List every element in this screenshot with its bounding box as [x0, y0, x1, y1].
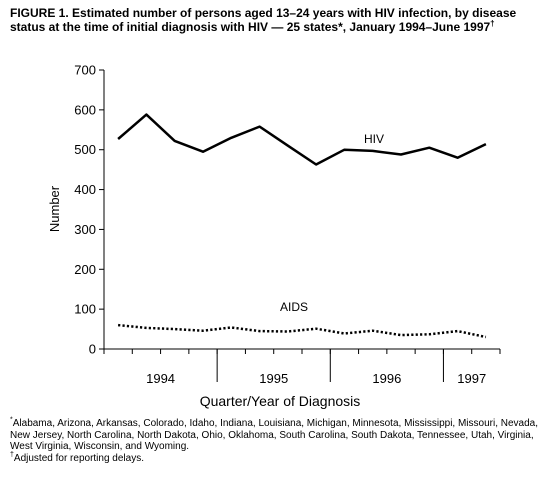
footnote-adjustment: †Adjusted for reporting delays.: [10, 451, 550, 465]
y-tick-label: 200: [74, 262, 96, 277]
hiv-series-line: [117, 113, 487, 166]
y-tick-label: 700: [74, 63, 96, 78]
figure-title-dagger: †: [490, 19, 495, 28]
x-year-label: 1995: [259, 371, 288, 386]
aids-series-line: [117, 323, 487, 339]
series-lines: HIV AIDS: [117, 113, 487, 339]
x-axis-title: Quarter/Year of Diagnosis: [200, 393, 361, 409]
y-axis-title: Number: [47, 185, 62, 232]
y-tick-label: 600: [74, 102, 96, 117]
y-tick-label: 100: [74, 302, 96, 317]
y-axis-ticks: 0 100 200 300 400 500 600 700: [74, 63, 104, 357]
y-tick-label: 0: [89, 342, 96, 357]
footnote-marker: *: [10, 416, 13, 424]
x-year-label: 1996: [372, 371, 401, 386]
x-year-label: 1997: [457, 371, 486, 386]
y-tick-label: 300: [74, 222, 96, 237]
x-axis-ticks: 1994 1995 1996 1997: [103, 349, 501, 386]
footnotes: *Alabama, Arizona, Arkansas, Colorado, I…: [10, 416, 550, 465]
aids-series-label: AIDS: [280, 300, 308, 314]
footnote-text: Adjusted for reporting delays.: [13, 452, 144, 464]
footnote-text: Alabama, Arizona, Arkansas, Colorado, Id…: [10, 418, 539, 452]
figure-title-prefix: FIGURE 1.: [10, 6, 69, 20]
footnote-marker: †: [10, 451, 14, 459]
figure-title-text: Estimated number of persons aged 13–24 y…: [10, 6, 517, 34]
y-tick-label: 400: [74, 182, 96, 197]
figure-title: FIGURE 1. Estimated number of persons ag…: [10, 6, 550, 34]
hiv-series-label: HIV: [364, 132, 384, 146]
footnote-states: *Alabama, Arizona, Arkansas, Colorado, I…: [10, 416, 550, 453]
x-year-label: 1994: [146, 371, 175, 386]
y-tick-label: 500: [74, 142, 96, 157]
